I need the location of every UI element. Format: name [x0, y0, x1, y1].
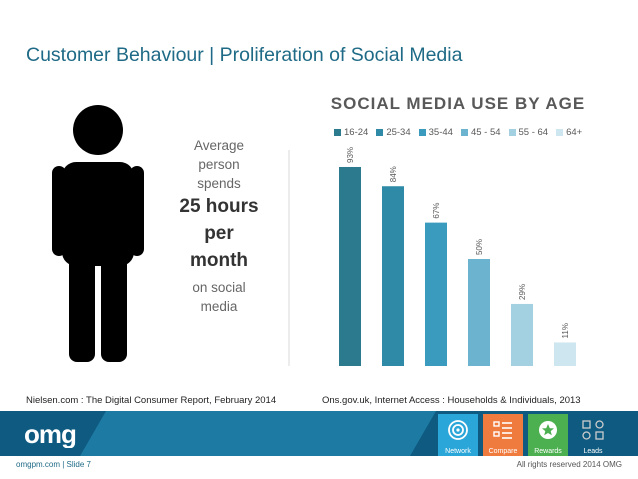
footer-copyright: All rights reserved 2014 OMG [516, 460, 622, 469]
legend-item: 64+ [556, 127, 582, 138]
bar-chart: 93% 84% 67% 50% 29% 11% [288, 147, 576, 366]
bar-45-54 [468, 259, 490, 366]
stat-line-4: on social [192, 280, 246, 295]
legend-swatch [556, 129, 564, 136]
legend-label: 25-34 [386, 127, 411, 138]
source-left: Nielsen.com : The Digital Consumer Repor… [26, 395, 277, 406]
stat-big-3: month [189, 250, 249, 271]
tile-compare[interactable]: Compare [483, 414, 523, 456]
stat-callout: Average person spends 25 hours per month… [160, 136, 278, 316]
bar-data-label: 93% [346, 147, 355, 163]
legend-swatch [418, 129, 426, 136]
tile-label: Leads [583, 448, 603, 455]
bar-64+ [554, 342, 576, 366]
stat-big-2: per [204, 223, 234, 244]
legend-label: 55 - 64 [518, 127, 549, 138]
footer-accent [80, 411, 437, 456]
legend-label: 35-44 [428, 127, 453, 138]
legend-item: 16-24 [334, 127, 368, 138]
person-icon [52, 105, 144, 362]
list-icon [493, 421, 512, 439]
legend-label: 45 - 54 [470, 127, 501, 138]
stat-line-5: media [200, 299, 238, 314]
bar-16-24 [339, 166, 361, 366]
bar-data-label: 50% [475, 239, 484, 255]
legend-swatch [508, 129, 516, 136]
stat-big-1: 25 hours [179, 196, 259, 217]
bar-25-34 [382, 186, 404, 366]
tile-leads[interactable]: Leads [573, 414, 613, 456]
bar-data-label: 84% [389, 166, 398, 182]
tile-rewards[interactable]: Rewards [528, 414, 568, 456]
tile-label: Network [445, 448, 471, 455]
legend-swatch [334, 129, 341, 136]
bar-data-label: 29% [518, 284, 527, 300]
legend-label: 16-24 [344, 127, 369, 138]
stat-line-3: spends [197, 176, 241, 191]
omg-logo: omg [24, 420, 77, 448]
legend-swatch [460, 129, 468, 136]
legend-item: 35-44 [418, 127, 453, 138]
tile-label: Rewards [534, 448, 562, 455]
chart-legend: 16-24 25-34 35-44 45 - 54 55 - 64 64+ [334, 127, 590, 138]
footer-site-slide: omgpm.com | Slide 7 [16, 460, 91, 469]
bar-data-label: 67% [432, 203, 441, 219]
star-badge-icon [539, 421, 557, 439]
bar-data-label: 11% [561, 323, 570, 338]
svg-text:omg: omg [24, 420, 76, 448]
legend-label: 64+ [566, 127, 583, 138]
tile-network[interactable]: Network [438, 414, 478, 456]
legend-swatch [376, 129, 384, 136]
stat-line-1: Average [193, 138, 245, 153]
bar-55-64 [511, 303, 533, 366]
tile-label: Compare [488, 448, 518, 455]
bar-35-44 [425, 222, 447, 366]
legend-item: 25-34 [376, 127, 411, 138]
nodes-icon [582, 420, 604, 440]
source-right: Ons.gov.uk, Internet Access : Households… [322, 395, 581, 406]
legend-item: 55 - 64 [508, 127, 549, 138]
legend-item: 45 - 54 [460, 127, 501, 138]
slide-title: Customer Behaviour | Proliferation of So… [26, 44, 463, 66]
chart-title: SOCIAL MEDIA USE BY AGE [330, 94, 586, 113]
target-icon [448, 420, 468, 440]
stat-line-2: person [198, 157, 240, 172]
